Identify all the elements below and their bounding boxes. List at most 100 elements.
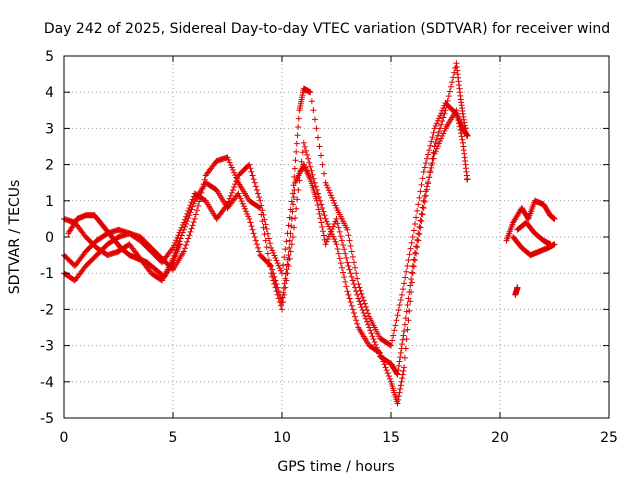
data-point — [433, 120, 440, 127]
data-point — [430, 149, 437, 156]
x-tick-label: 10 — [273, 430, 291, 446]
data-point — [281, 254, 288, 261]
data-point — [414, 207, 421, 214]
data-point — [314, 134, 321, 141]
data-point — [405, 317, 412, 324]
data-point — [284, 270, 291, 277]
data-point — [304, 170, 311, 177]
data-point — [185, 235, 192, 242]
data-point — [308, 98, 315, 105]
data-point — [175, 232, 182, 239]
data-point — [429, 155, 436, 162]
data-point — [346, 237, 353, 244]
data-point — [225, 198, 232, 205]
data-point — [410, 256, 417, 263]
data-point — [441, 110, 448, 117]
data-point — [344, 259, 351, 266]
data-point — [547, 241, 554, 248]
data-point — [348, 273, 355, 280]
data-point — [271, 252, 278, 259]
x-tick-label: 20 — [491, 430, 509, 446]
data-point — [239, 200, 246, 207]
data-point — [201, 176, 208, 183]
data-point — [401, 328, 408, 335]
data-point — [260, 211, 267, 218]
data-point — [184, 210, 191, 217]
data-point — [347, 270, 354, 277]
data-point — [293, 148, 300, 155]
x-tick-labels: 0 5 10 15 20 25 — [60, 430, 618, 446]
data-point — [227, 161, 234, 168]
data-point — [281, 291, 288, 298]
data-point — [250, 176, 257, 183]
data-point — [457, 121, 464, 128]
data-point — [417, 224, 424, 231]
data-point — [287, 248, 294, 255]
data-point — [434, 132, 441, 139]
data-point — [248, 223, 255, 230]
data-point — [365, 310, 372, 317]
data-point — [188, 225, 195, 232]
data-point — [378, 352, 385, 359]
data-point — [173, 237, 180, 244]
data-point — [264, 230, 271, 237]
data-point — [228, 189, 235, 196]
data-point — [403, 336, 410, 343]
y-tick-label: 4 — [45, 85, 54, 101]
data-point — [169, 260, 176, 267]
data-point — [229, 167, 236, 174]
data-point — [294, 132, 301, 139]
data-point — [274, 291, 281, 298]
data-point — [438, 135, 445, 142]
data-point — [290, 194, 297, 201]
data-point — [408, 289, 415, 296]
data-point — [456, 118, 463, 125]
data-point — [288, 241, 295, 248]
data-point — [342, 250, 349, 257]
data-point — [293, 140, 300, 147]
data-point — [299, 149, 306, 156]
data-point — [362, 303, 369, 310]
data-point — [273, 257, 280, 264]
data-point — [249, 172, 256, 179]
data-point — [190, 219, 197, 226]
data-point — [337, 260, 344, 267]
data-point — [446, 88, 453, 95]
data-point — [394, 312, 401, 319]
data-point — [276, 265, 283, 272]
data-point — [290, 182, 297, 189]
data-point — [287, 206, 294, 213]
data-point — [413, 250, 420, 257]
data-point — [183, 241, 190, 248]
data-point — [453, 110, 460, 117]
data-point — [411, 249, 418, 256]
y-tick-label: -2 — [40, 302, 54, 318]
data-point — [255, 244, 262, 251]
data-point — [195, 202, 202, 209]
data-point — [313, 125, 320, 132]
data-point — [400, 367, 407, 374]
data-point — [246, 161, 253, 168]
data-point — [360, 297, 367, 304]
data-point — [396, 358, 403, 365]
data-markers — [61, 60, 558, 407]
data-point — [302, 147, 309, 154]
data-point — [407, 245, 414, 252]
data-point — [178, 224, 185, 231]
data-point — [296, 177, 303, 184]
data-point — [428, 138, 435, 145]
data-point — [394, 371, 401, 378]
data-point — [224, 154, 231, 161]
data-point — [380, 358, 387, 365]
data-point — [300, 139, 307, 146]
y-tick-label: -4 — [40, 375, 54, 391]
data-point — [408, 279, 415, 286]
data-point — [350, 310, 357, 317]
data-point — [354, 275, 361, 282]
data-point — [184, 238, 191, 245]
data-point — [423, 155, 430, 162]
data-point — [415, 237, 422, 244]
data-point — [399, 336, 406, 343]
data-point — [404, 302, 411, 309]
data-point — [321, 170, 328, 177]
